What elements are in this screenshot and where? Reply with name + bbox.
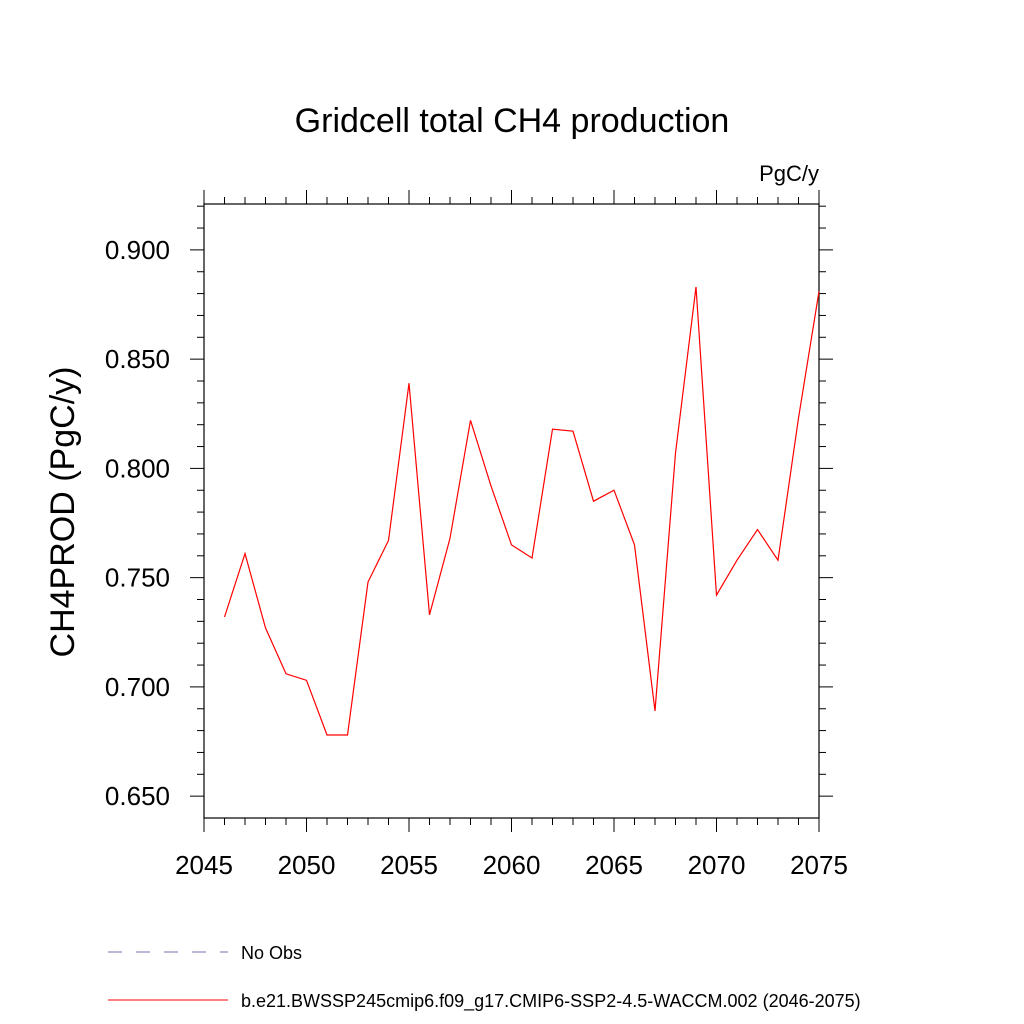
legend-label: No Obs — [241, 943, 302, 963]
x-tick-label: 2065 — [585, 850, 643, 880]
legend-label: b.e21.BWSSP245cmip6.f09_g17.CMIP6-SSP2-4… — [241, 991, 861, 1012]
y-tick-label: 0.700 — [105, 672, 170, 702]
series-group — [223, 286, 820, 736]
x-tick-label: 2055 — [380, 850, 438, 880]
plot-frame — [203, 203, 820, 819]
chart-title: Gridcell total CH4 production — [295, 102, 730, 140]
x-tick-label: 2060 — [483, 850, 541, 880]
y-tick-label: 0.750 — [105, 563, 170, 593]
y-tick-label: 0.850 — [105, 344, 170, 374]
series-line — [223, 286, 820, 736]
x-tick-label: 2075 — [790, 850, 848, 880]
x-tick-label: 2045 — [175, 850, 233, 880]
x-tick-label: 2050 — [278, 850, 336, 880]
units-label: PgC/y — [759, 161, 819, 186]
y-tick-label: 0.650 — [105, 781, 170, 811]
y-tick-label: 0.900 — [105, 235, 170, 265]
legend: No Obs b.e21.BWSSP245cmip6.f09_g17.CMIP6-… — [108, 943, 861, 1012]
x-tick-label: 2070 — [688, 850, 746, 880]
tick-labels: 2045 2050 2055 2060 2065 2070 2075 0.650 0.700 0.… — [105, 235, 848, 880]
axis-ticks — [190, 190, 833, 832]
y-axis-label: CH4PROD (PgC/y) — [44, 367, 82, 658]
y-tick-label: 0.800 — [105, 453, 170, 483]
